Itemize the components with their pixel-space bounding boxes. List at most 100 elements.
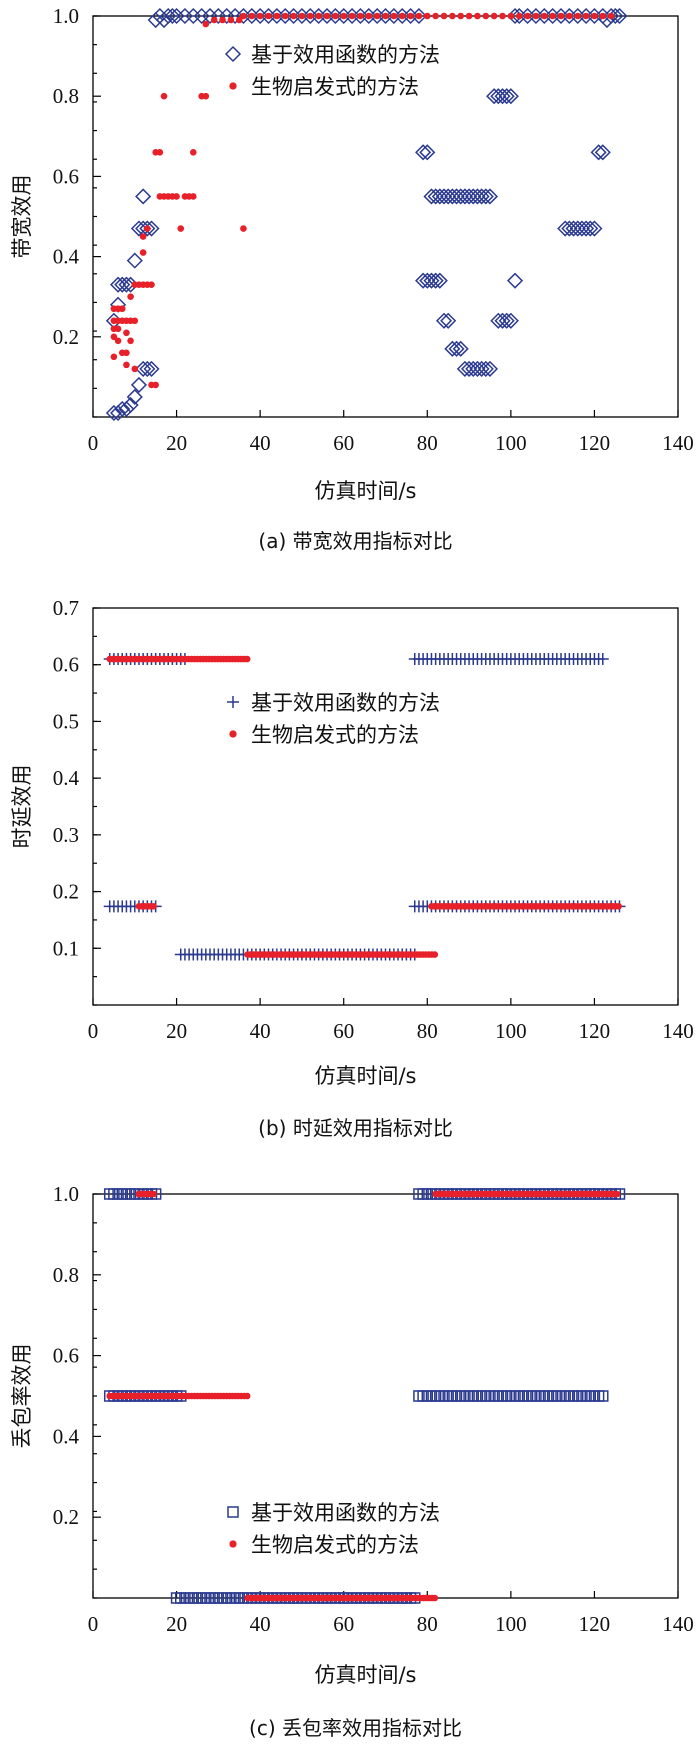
data-point [114,325,122,333]
data-point [615,903,622,910]
data-point [435,312,453,329]
data-point [457,12,465,20]
data-point [144,225,151,232]
data-point [123,349,130,357]
data-point [482,12,490,20]
data-point [574,12,582,20]
x-tick-label: 120 [579,1019,611,1043]
data-point [110,353,118,361]
legend-label: 基于效用函数的方法 [251,691,440,715]
data-point [499,12,506,20]
series-2 [110,12,615,389]
data-point [481,360,499,377]
y-tick-label: 0.3 [53,823,79,847]
data-point [306,12,314,20]
data-point [415,144,432,161]
data-point [340,12,348,20]
legend-marker [229,82,237,90]
data-point [135,360,152,377]
data-point [419,144,436,161]
x-axis-title: 仿真时间/s [314,1064,416,1088]
data-point [248,12,256,20]
data-point [130,376,148,393]
legend-marker [224,45,242,63]
data-point [423,12,431,20]
y-tick-label: 0.4 [53,766,80,790]
data-point [235,16,243,24]
data-point [373,12,381,20]
chart-caption: (b) 时延效用指标对比 [258,1116,453,1140]
y-tick-label: 0.4 [53,245,80,269]
data-point [444,340,461,357]
data-point [123,361,130,369]
data-point [131,317,139,325]
data-point [164,7,181,25]
x-tick-label: 100 [495,431,527,455]
x-tick-label: 140 [662,1612,694,1636]
y-tick-label: 0.8 [53,84,79,108]
data-point [281,12,289,20]
data-point [502,312,519,329]
data-point [390,12,398,20]
y-tick-label: 1.0 [53,4,79,28]
data-point [474,12,481,20]
data-point [502,88,519,105]
data-point [173,193,180,200]
chart-panel-c: 0 20 40 60 80 100 120 140 0.2 0.4 0.6 0.8 1.0 仿真时间/s 丢… [10,1182,694,1740]
data-point [465,12,473,20]
x-tick-label: 100 [495,1612,527,1636]
data-point [440,12,448,20]
data-point [152,381,159,389]
data-point [524,12,531,20]
data-point [613,1190,621,1198]
data-point [127,337,134,345]
x-tick-label: 140 [662,1019,694,1043]
x-tick-label: 40 [250,431,271,455]
x-axis-title: 仿真时间/s [314,479,416,503]
data-point [315,12,322,20]
data-point [431,272,448,289]
x-tick-label: 20 [166,431,187,455]
data-point [189,149,197,156]
y-tick-label: 0.6 [53,1344,79,1368]
data-point [114,276,131,293]
data-point [490,12,498,20]
legend-marker [229,730,237,738]
y-tick-label: 0.2 [53,1505,79,1529]
data-point [591,12,598,20]
x-tick-label: 20 [166,1019,187,1043]
legend-marker [227,696,239,708]
data-point [582,12,590,20]
data-point [110,333,118,341]
data-point [452,340,469,357]
x-tick-label: 20 [166,1612,187,1636]
data-point [557,12,565,20]
plot-frame [92,607,679,1006]
data-point [532,12,540,20]
data-point [135,188,152,205]
data-point [202,92,210,100]
y-tick-label: 0.4 [53,1424,80,1448]
data-point [139,249,147,256]
data-point [155,11,173,29]
data-point [189,193,197,200]
x-tick-label: 140 [662,431,694,455]
y-tick-label: 0.1 [53,936,79,960]
data-point [599,12,607,20]
x-tick-label: 60 [333,1019,354,1043]
x-tick-label: 40 [250,1612,271,1636]
data-point [143,360,160,377]
data-point [202,20,210,28]
data-point [148,281,155,288]
data-point [156,149,164,156]
legend-label: 基于效用函数的方法 [251,1501,440,1525]
x-tick-label: 120 [579,431,611,455]
x-tick-label: 60 [333,1612,354,1636]
legend-marker [229,1540,237,1548]
data-point [448,340,465,357]
data-point [139,220,156,237]
y-axis-title: 时延效用 [10,765,34,849]
legend-label: 生物启发式的方法 [251,723,419,747]
data-point [118,305,126,313]
